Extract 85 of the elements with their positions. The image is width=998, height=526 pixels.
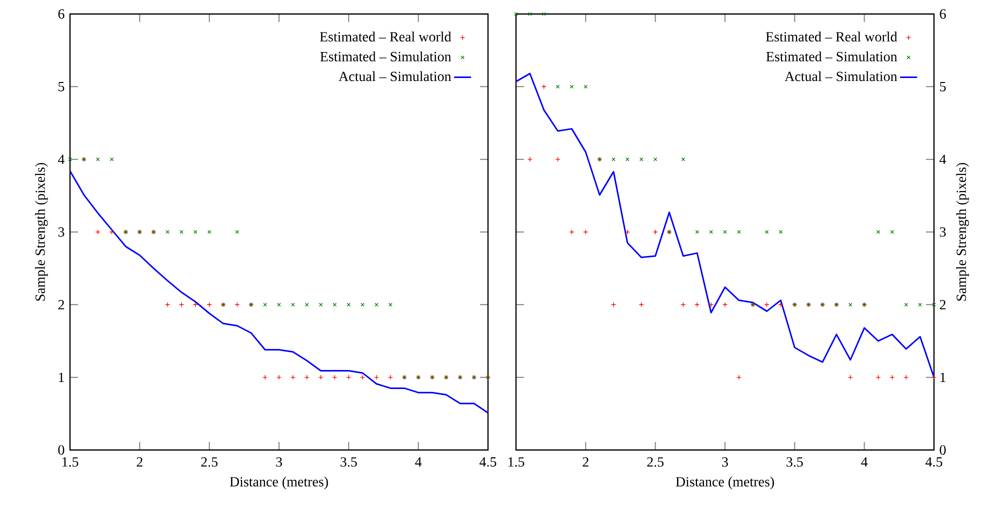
point	[610, 302, 616, 308]
y-tick-label: 4	[58, 154, 65, 164]
point	[95, 229, 100, 235]
x-axis-title: Distance (metres)	[676, 476, 774, 490]
point	[570, 84, 574, 89]
point	[332, 302, 337, 307]
point	[736, 374, 742, 380]
y2-tick-label: 6	[940, 9, 946, 19]
legend-label: Actual – Simulation	[784, 71, 898, 82]
legend-label: Estimated – Real world	[320, 32, 452, 42]
x-tick-label: 4	[415, 457, 422, 466]
point	[640, 157, 644, 162]
point	[262, 374, 268, 380]
x-axis-title: Distance (metres)	[230, 476, 328, 490]
y-tick-label: 6	[58, 9, 64, 19]
point	[109, 229, 114, 235]
point	[360, 302, 365, 307]
point	[708, 302, 714, 308]
x-tick-label: 2	[136, 457, 142, 467]
point	[931, 374, 937, 380]
point	[722, 302, 728, 308]
y-tick-label: 3	[58, 227, 64, 237]
point	[388, 374, 394, 380]
y2-tick-label: 2	[940, 300, 946, 310]
legend-label: Estimated – Real world	[766, 32, 898, 42]
point	[527, 156, 532, 162]
point	[569, 229, 574, 235]
point	[180, 230, 184, 234]
y2-tick-label: 3	[940, 227, 946, 237]
point	[848, 374, 853, 380]
point	[638, 302, 644, 308]
point	[304, 302, 309, 307]
point	[276, 374, 282, 380]
point	[904, 302, 908, 307]
point	[737, 230, 741, 234]
point	[528, 12, 532, 16]
point	[681, 157, 686, 162]
point	[918, 302, 922, 307]
y2-axis-title: Sample Strength (pixels)	[956, 162, 969, 301]
point	[178, 302, 184, 308]
point	[346, 302, 351, 307]
point	[709, 230, 713, 234]
point	[583, 229, 588, 235]
x-tick-label: 1.5	[62, 457, 78, 467]
y-tick-label: 5	[58, 82, 64, 92]
x-tick-label: 2.5	[201, 457, 218, 467]
y-tick-label: 0	[58, 445, 64, 455]
x-tick-label: 1.5	[508, 457, 524, 467]
x-tick-label: 3.5	[340, 457, 357, 467]
x-tick-label: 4	[861, 457, 868, 466]
point	[652, 229, 658, 235]
point	[290, 374, 296, 380]
point	[374, 374, 380, 380]
point	[96, 157, 100, 162]
point	[556, 84, 560, 89]
x-tick-label: 2	[582, 457, 588, 467]
y2-tick-label: 0	[940, 445, 946, 455]
y-tick-label: 2	[58, 300, 64, 310]
point	[653, 157, 658, 162]
x-tick-label: 4.5	[480, 457, 496, 467]
y2-tick-label: 5	[940, 82, 946, 92]
x-tick-label: 3	[276, 457, 282, 467]
x-tick-label: 2.5	[647, 457, 664, 467]
point	[624, 229, 630, 235]
point	[848, 302, 852, 307]
point	[318, 302, 323, 307]
line-series	[515, 72, 935, 378]
x-tick-label: 3	[722, 457, 728, 467]
point	[192, 302, 198, 308]
point	[166, 230, 170, 234]
point	[263, 302, 267, 307]
y-axis-title: Sample Strength (pixels)	[35, 162, 48, 301]
point	[723, 230, 727, 234]
x-tick-label: 3.5	[786, 457, 803, 467]
legend-label: Estimated – Simulation	[320, 51, 452, 62]
y2-tick-label: 1	[940, 372, 946, 382]
point	[291, 302, 295, 307]
x-tick-label: 4.5	[926, 457, 942, 467]
legend-label: Estimated – Simulation	[766, 51, 898, 62]
y-tick-label: 1	[58, 372, 64, 382]
legend-label: Actual – Simulation	[338, 71, 452, 82]
y2-tick-label: 4	[940, 154, 946, 164]
point	[194, 230, 198, 234]
point	[110, 157, 114, 162]
point	[164, 302, 170, 308]
